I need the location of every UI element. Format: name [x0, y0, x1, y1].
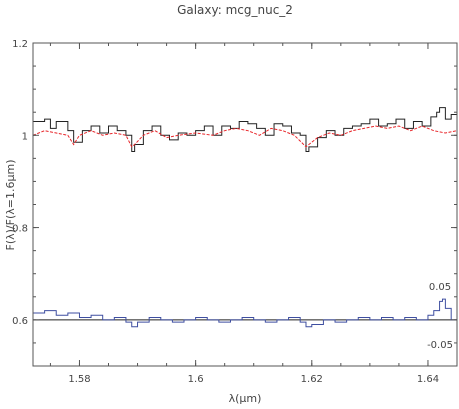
y-tick-label: 0.6 [12, 316, 28, 327]
y-tick-label: 0.8 [12, 224, 28, 235]
x-axis-label: λ(μm) [229, 392, 262, 405]
labels-layer: 1.58 1.6 1.62 1.64 0.6 0.8 1 1.2 [12, 39, 439, 385]
observed-series-line [33, 107, 457, 152]
y-axis-label: F(λ)/F(λ=1.6μm) [4, 160, 17, 251]
x-tick-label: 1.58 [68, 374, 90, 385]
x-tick-label: 1.6 [188, 374, 204, 385]
x-tick-label: 1.62 [301, 374, 323, 385]
series-layer [33, 107, 457, 330]
chart-title: Galaxy: mcg_nuc_2 [177, 3, 293, 17]
y-tick-label: 1 [22, 131, 28, 142]
x-tick-label: 1.64 [417, 374, 439, 385]
axes-layer [32, 42, 458, 367]
model-series-line [33, 125, 457, 148]
residual-series-line [33, 298, 457, 330]
residual-lower-annotation: -0.05 [427, 340, 453, 351]
residual-upper-annotation: 0.05 [429, 282, 451, 293]
y-tick-label: 1.2 [12, 39, 28, 50]
